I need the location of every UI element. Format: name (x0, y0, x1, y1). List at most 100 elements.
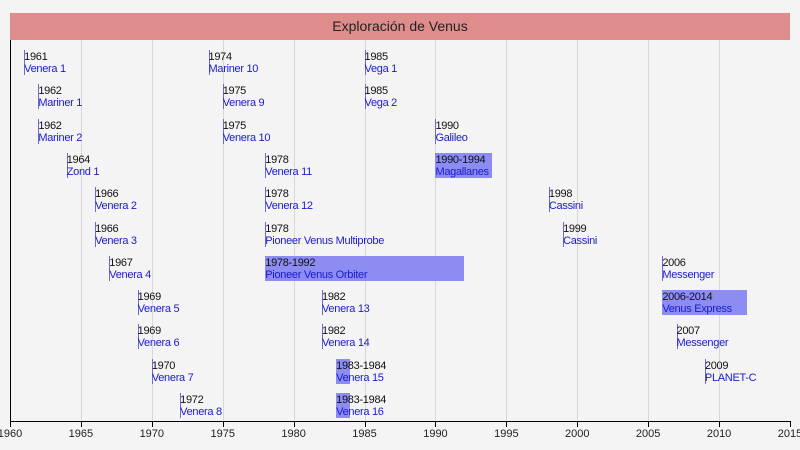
mission-marker (137, 324, 139, 350)
mission-years: 1962 (38, 85, 62, 98)
mission-name-link[interactable]: Venera 13 (322, 303, 370, 316)
mission-marker (95, 187, 97, 213)
mission-years: 1985 (364, 85, 389, 98)
gridline (648, 40, 650, 422)
mission-label: 1970 Venera 7 (152, 360, 194, 384)
mission-name-link[interactable]: Pioneer Venus Multiprobe (265, 234, 385, 247)
mission-name-link[interactable]: Mariner 1 (38, 97, 83, 110)
mission-marker (435, 118, 437, 144)
mission-years: 1966 (95, 222, 119, 235)
mission-name-link[interactable]: Venera 2 (95, 200, 137, 213)
x-tick (222, 421, 224, 427)
mission-name-link[interactable]: Messenger (662, 268, 715, 281)
mission-label: 1978 Pioneer Venus Multiprobe (265, 223, 384, 247)
mission-marker (95, 221, 97, 247)
mission-marker (265, 187, 267, 213)
mission-name-link[interactable]: Venera 3 (95, 234, 137, 247)
mission-name-link[interactable]: PLANET-C (704, 371, 757, 384)
mission-label: 1982 Venera 13 (322, 291, 370, 316)
mission-marker (322, 324, 323, 350)
mission-name-link[interactable]: Venera 4 (109, 268, 151, 281)
mission-years: 1969 (137, 325, 162, 338)
mission-name-link[interactable]: Zond 1 (66, 165, 100, 178)
mission-label: 1999 Cassini (563, 223, 597, 247)
mission-label: 1985 Vega 1 (364, 51, 398, 75)
x-tick (10, 421, 11, 427)
mission-bar (435, 152, 493, 178)
mission-name-link[interactable]: Venus Express (662, 303, 732, 316)
mission-years: 1962 (38, 119, 62, 132)
x-tick-label: 1965 (68, 428, 94, 440)
mission-name-link[interactable]: Cassini (563, 234, 598, 247)
mission-name-link[interactable]: Venera 5 (137, 303, 180, 316)
mission-years: 1969 (137, 291, 162, 304)
mission-label: 1990 Galileo (435, 120, 467, 144)
mission-marker (265, 152, 267, 178)
mission-label: 1975 Venera 9 (223, 85, 265, 109)
mission-bar (662, 290, 748, 316)
x-tick-label: 1975 (210, 428, 235, 440)
mission-years: 1985 (364, 51, 389, 63)
mission-marker (38, 118, 40, 144)
mission-name-link[interactable]: Venera 15 (336, 371, 384, 384)
mission-name-link[interactable]: Galileo (435, 131, 468, 144)
x-axis-line (10, 421, 790, 422)
gridline (80, 40, 82, 422)
mission-name-link[interactable]: Venera 12 (265, 200, 313, 213)
mission-marker (265, 221, 267, 247)
mission-name-link[interactable]: Venera 10 (222, 131, 271, 144)
mission-name-link[interactable]: Venera 9 (222, 97, 265, 110)
mission-name-link[interactable]: Vega 1 (364, 63, 398, 75)
mission-marker (24, 50, 26, 75)
x-tick-label: 2005 (635, 428, 661, 440)
mission-bar (336, 393, 351, 418)
mission-label: 2006 Messenger (662, 257, 714, 281)
x-tick (293, 421, 295, 427)
mission-label: 2009 PLANET-C (704, 360, 757, 384)
mission-marker (38, 84, 40, 110)
mission-name-link[interactable]: Venera 11 (265, 165, 312, 178)
mission-name-link[interactable]: Mariner 2 (38, 131, 83, 144)
mission-name-link[interactable]: Venera 1 (24, 63, 66, 75)
mission-marker (364, 50, 366, 75)
gridline (364, 40, 366, 422)
mission-label: 2006-2014 Venus Express (662, 291, 732, 316)
mission-name-link[interactable]: Messenger (676, 337, 729, 350)
x-tick (506, 421, 508, 427)
mission-name-link[interactable]: Vega 2 (364, 97, 398, 110)
mission-name-link[interactable]: Venera 14 (322, 337, 370, 350)
mission-marker (208, 50, 210, 75)
mission-label: 2007 Messenger (677, 325, 729, 349)
mission-name-link[interactable]: Pioneer Venus Orbiter (265, 268, 368, 281)
mission-label: 1964 Zond 1 (66, 154, 100, 178)
gridline (293, 40, 295, 422)
mission-years: 1966 (95, 188, 119, 201)
mission-name-link[interactable]: Venera 6 (137, 337, 180, 350)
mission-years: 1972 (180, 394, 204, 406)
mission-years: 1990 (435, 119, 459, 132)
x-tick-label: 1995 (494, 428, 519, 440)
mission-marker (109, 255, 111, 281)
mission-name-link[interactable]: Magallanes (435, 165, 489, 178)
mission-years: 2006-2014 (662, 291, 713, 304)
mission-years: 1967 (109, 256, 133, 269)
mission-years: 1978 (265, 188, 289, 201)
y-axis-line (10, 40, 11, 422)
gridline (719, 40, 721, 422)
x-tick-label: 1985 (352, 428, 377, 440)
mission-name-link[interactable]: Venera 8 (180, 406, 222, 418)
mission-name-link[interactable]: Venera 7 (151, 371, 194, 384)
mission-label: 1962 Mariner 2 (38, 120, 82, 144)
mission-name-link[interactable]: Venera 16 (336, 406, 384, 418)
mission-years: 2006 (662, 256, 686, 269)
mission-years: 1978-1992 (265, 256, 316, 269)
gridline (151, 40, 153, 422)
mission-name-link[interactable]: Cassini (548, 200, 583, 213)
mission-marker (364, 84, 366, 110)
gridline (506, 40, 508, 422)
x-tick-label: 2010 (706, 428, 732, 440)
mission-name-link[interactable]: Mariner 10 (208, 63, 259, 75)
mission-years: 1974 (208, 51, 233, 63)
mission-label: 1978 Venera 11 (265, 154, 312, 178)
x-tick-label: 2000 (565, 428, 590, 440)
